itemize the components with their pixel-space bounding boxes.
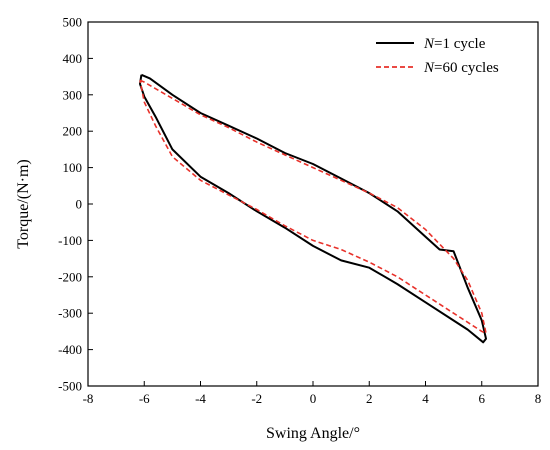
y-tick-label: 400 — [63, 51, 83, 66]
legend: N=1 cycle N=60 cycles — [376, 36, 499, 76]
x-tick-label: 8 — [535, 391, 542, 406]
y-tick-label: 100 — [63, 160, 83, 175]
y-tick-label: 0 — [76, 197, 83, 212]
y-tick-label: -400 — [58, 342, 82, 357]
series-line-1 — [139, 73, 487, 344]
y-tick-label: -300 — [58, 306, 82, 321]
legend-label-series-2: N=60 cycles — [423, 60, 499, 76]
y-tick-labels: -500 -400 -300 -200 -100 0 100 200 300 400 500 — [58, 15, 82, 394]
series-line-2 — [139, 79, 487, 334]
y-tick-label: 200 — [63, 124, 83, 139]
x-tick-label: -2 — [251, 391, 262, 406]
y-tick-label: -200 — [58, 269, 82, 284]
y-tick-label: 300 — [63, 87, 83, 102]
y-tick-label: 500 — [63, 15, 83, 30]
x-tick-label: -4 — [195, 391, 206, 406]
x-tick-label: 4 — [422, 391, 429, 406]
x-tick-label: -6 — [139, 391, 150, 406]
y-axis-title: Torque/(N·m) — [15, 159, 32, 249]
legend-label-series-1: N=1 cycle — [423, 36, 486, 52]
series-layer — [139, 73, 487, 344]
x-tick-label: 0 — [310, 391, 317, 406]
x-tick-labels: -8 -6 -4 -2 0 2 4 6 8 — [83, 391, 542, 406]
x-axis-title: Swing Angle/° — [266, 425, 360, 442]
x-tick-label: 2 — [366, 391, 373, 406]
tick-marks — [87, 21, 539, 387]
x-tick-label: 6 — [479, 391, 486, 406]
y-tick-label: -500 — [58, 379, 82, 394]
y-tick-label: -100 — [58, 233, 82, 248]
x-tick-label: -8 — [83, 391, 94, 406]
